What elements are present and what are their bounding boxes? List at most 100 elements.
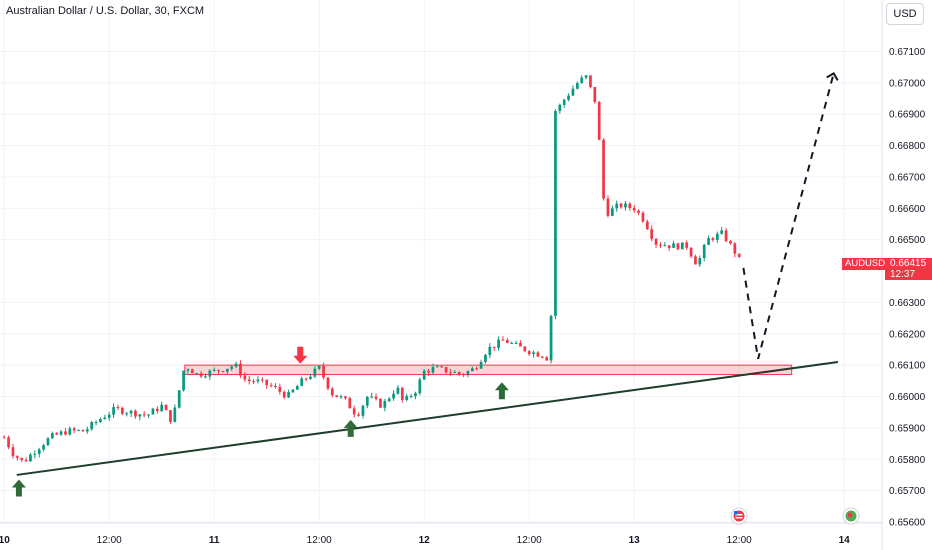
candle-body bbox=[659, 244, 662, 246]
candle-body bbox=[431, 367, 435, 373]
x-tick-label: 12:00 bbox=[727, 535, 752, 546]
candle-body bbox=[484, 354, 487, 363]
candle-body bbox=[400, 387, 404, 401]
bar-countdown: 12:37 bbox=[890, 269, 916, 280]
candle-body bbox=[440, 366, 444, 368]
arrow-down-marker bbox=[293, 346, 308, 364]
candle-body bbox=[497, 339, 500, 348]
x-tick-label: 13 bbox=[629, 535, 641, 546]
y-tick-label: 0.66700 bbox=[889, 172, 926, 183]
candle-body bbox=[422, 370, 426, 380]
candle-body bbox=[317, 365, 321, 369]
x-tick-label: 11 bbox=[209, 535, 220, 546]
candle-body bbox=[536, 352, 540, 357]
candle-body bbox=[650, 229, 654, 239]
candle-body bbox=[457, 371, 461, 375]
candle-body bbox=[624, 203, 627, 208]
candle-body bbox=[11, 447, 15, 457]
candle-body bbox=[177, 390, 181, 408]
candle-body bbox=[453, 371, 457, 373]
candle-body bbox=[558, 104, 562, 112]
candle-body bbox=[602, 139, 605, 199]
calendar-event-globe-icon[interactable] bbox=[842, 507, 860, 525]
candle-body bbox=[295, 386, 299, 390]
candle-body bbox=[698, 258, 702, 265]
candle-body bbox=[632, 207, 636, 211]
last-price-tag: 0.66415 12:37 bbox=[885, 258, 932, 280]
candle-body bbox=[540, 356, 544, 358]
candle-body bbox=[733, 243, 737, 254]
candle-body bbox=[344, 396, 347, 399]
candle-body bbox=[182, 370, 185, 391]
candle-body bbox=[190, 369, 194, 374]
x-tick-label: 12 bbox=[419, 535, 431, 546]
candle-body bbox=[169, 410, 172, 422]
candle-body bbox=[120, 407, 124, 414]
candle-body bbox=[645, 221, 649, 230]
markers bbox=[11, 346, 509, 497]
y-tick-label: 0.65900 bbox=[889, 423, 926, 434]
candle-body bbox=[575, 83, 579, 89]
y-tick-label: 0.65700 bbox=[889, 486, 926, 497]
candle-body bbox=[199, 373, 203, 377]
candle-body bbox=[584, 75, 588, 78]
candle-body bbox=[24, 460, 28, 462]
calendar-event-flag-icon[interactable] bbox=[730, 507, 748, 525]
candle-body bbox=[164, 404, 168, 411]
candle-body bbox=[208, 370, 212, 377]
candle-body bbox=[147, 414, 150, 416]
candle-body bbox=[186, 369, 190, 371]
candle-body bbox=[689, 247, 693, 257]
candle-body bbox=[707, 238, 710, 245]
y-tick-label: 0.66100 bbox=[889, 361, 926, 372]
candle-body bbox=[29, 454, 32, 462]
x-tick-label: 12:00 bbox=[517, 535, 542, 546]
candle-body bbox=[339, 396, 343, 398]
candle-body bbox=[680, 242, 684, 250]
candle-body bbox=[64, 431, 67, 435]
candle-body bbox=[94, 422, 98, 424]
candle-body bbox=[309, 376, 312, 379]
y-tick-label: 0.66600 bbox=[889, 204, 926, 215]
candle-body bbox=[300, 378, 304, 387]
candle-body bbox=[641, 212, 645, 222]
candle-body bbox=[151, 408, 155, 415]
candle-body bbox=[278, 386, 282, 392]
candle-body bbox=[492, 346, 496, 348]
candle-body bbox=[247, 379, 251, 382]
candle-body bbox=[134, 410, 137, 417]
candle-body bbox=[444, 367, 448, 373]
time-axis[interactable]: 10 12:00 11 12:00 12 12:00 13 12:00 14 bbox=[0, 535, 850, 546]
y-tick-label: 0.66500 bbox=[889, 235, 926, 246]
candle-body bbox=[711, 238, 715, 240]
candle-body bbox=[724, 230, 728, 242]
price-axis[interactable]: 0.67100 0.67000 0.66900 0.66800 0.66700 0.666… bbox=[889, 47, 926, 529]
candle-body bbox=[225, 368, 229, 372]
y-tick-label: 0.66000 bbox=[889, 392, 926, 403]
x-tick-label: 10 bbox=[0, 535, 10, 546]
drawings bbox=[16, 72, 839, 476]
candle-body bbox=[532, 352, 535, 355]
candle-body bbox=[589, 75, 592, 87]
candle-body bbox=[593, 86, 597, 103]
candle-body bbox=[549, 315, 553, 361]
candle-body bbox=[628, 203, 632, 208]
candle-body bbox=[462, 374, 465, 376]
candle-body bbox=[571, 88, 575, 96]
candle-body bbox=[527, 351, 531, 355]
candle-body bbox=[470, 368, 474, 372]
candle-body bbox=[72, 428, 76, 431]
y-tick-label: 0.65800 bbox=[889, 455, 926, 466]
candle-body bbox=[155, 408, 159, 412]
arrow-up-marker bbox=[11, 479, 26, 497]
candle-body bbox=[374, 396, 378, 399]
candle-body bbox=[129, 410, 133, 414]
candle-body bbox=[326, 377, 330, 389]
candle-body bbox=[519, 342, 522, 347]
currency-button[interactable]: USD bbox=[886, 3, 924, 25]
candle-body bbox=[663, 245, 667, 247]
candle-body bbox=[505, 340, 509, 344]
candle-body bbox=[619, 203, 623, 208]
candle-body bbox=[77, 429, 80, 431]
